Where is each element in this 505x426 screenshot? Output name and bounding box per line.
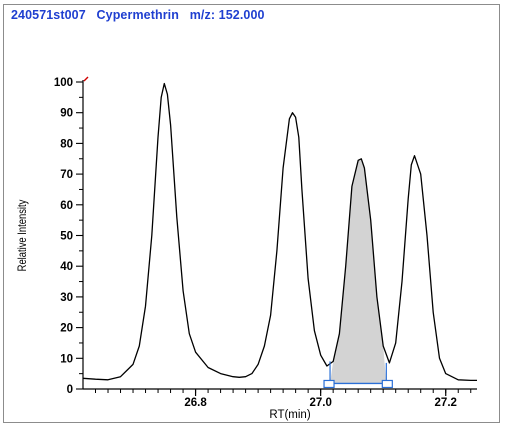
integrated-peak-area — [330, 158, 387, 384]
x-tick-label-27.2: 27.2 — [435, 397, 457, 409]
y-tick-label-0: 0 — [67, 384, 73, 396]
y-tick-label-10: 10 — [60, 353, 73, 365]
title-mz: m/z: 152.000 — [189, 8, 265, 22]
y-tick-label-90: 90 — [60, 108, 73, 120]
chromatogram-chart: 0 10 20 30 40 50 60 70 80 90 100 26.8 27.0 27.2 RT(min… — [16, 76, 477, 421]
x-axis-title: RT(min) — [269, 409, 310, 421]
axis-top-marker — [83, 76, 89, 82]
integration-start-marker — [323, 379, 335, 389]
y-tick-label-80: 80 — [60, 138, 73, 150]
x-tick-label-26.8: 26.8 — [184, 397, 207, 409]
integration-end-marker — [381, 379, 393, 389]
y-tick-label-20: 20 — [60, 323, 73, 335]
chart-layer: 0 10 20 30 40 50 60 70 80 90 100 26.8 27.0 27.2 RT(min… — [16, 76, 477, 421]
title-compound-name: Cypermethrin — [96, 8, 179, 22]
y-tick-label-60: 60 — [60, 200, 73, 212]
title-sample-id: 240571st007 — [11, 8, 86, 22]
y-tick-label-100: 100 — [54, 77, 73, 89]
chromatogram-trace — [82, 82, 477, 382]
y-axis-title: Relative Intensity — [16, 199, 29, 271]
y-tick-label-70: 70 — [60, 169, 73, 181]
y-tick-label-30: 30 — [60, 292, 73, 304]
x-tick-label-27.0: 27.0 — [309, 397, 331, 409]
chromatogram-title: 240571st007 Cypermethrin m/z: 152.000 — [11, 8, 265, 22]
chromatogram-window: 240571st007 Cypermethrin m/z: 152.000 0 1… — [3, 4, 500, 423]
y-tick-label-40: 40 — [60, 261, 73, 273]
y-tick-label-50: 50 — [60, 231, 73, 243]
